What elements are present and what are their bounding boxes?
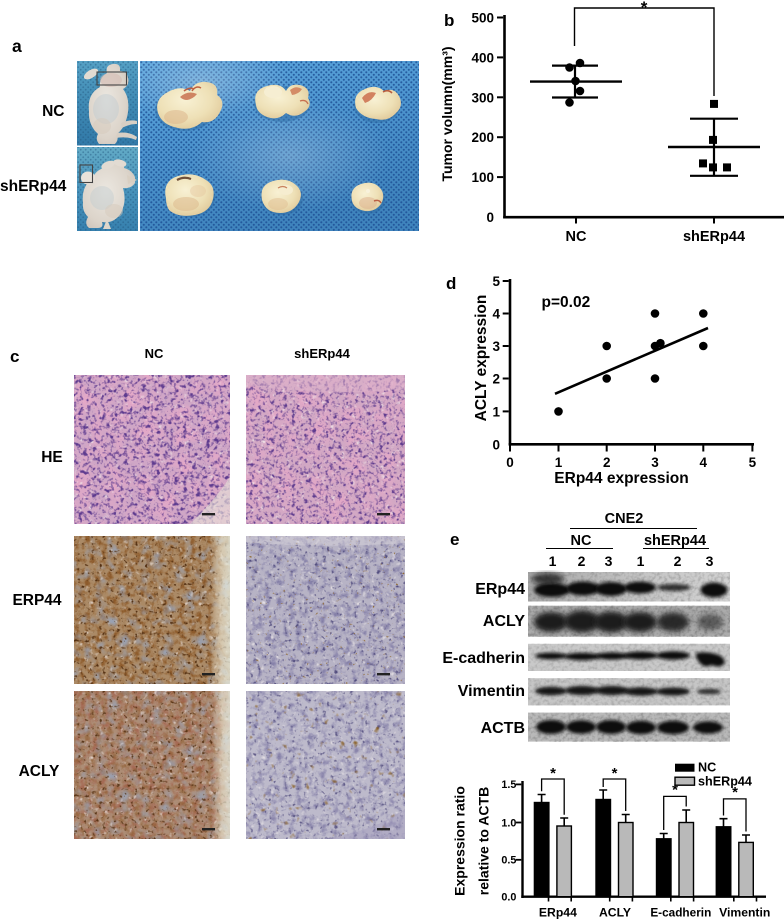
svg-text:3: 3	[492, 339, 500, 354]
svg-text:0.0: 0.0	[501, 892, 516, 904]
svg-text:*: *	[732, 784, 738, 801]
svg-text:NC: NC	[698, 761, 716, 775]
svg-text:*: *	[641, 0, 648, 17]
svg-text:4: 4	[492, 307, 500, 322]
svg-text:5: 5	[749, 455, 757, 470]
svg-text:0: 0	[486, 210, 494, 225]
svg-text:shERp44: shERp44	[683, 229, 745, 245]
svg-text:NC: NC	[566, 229, 587, 245]
svg-text:5: 5	[492, 274, 500, 289]
svg-text:500: 500	[471, 11, 494, 26]
svg-text:ERp44 expression: ERp44 expression	[554, 470, 688, 487]
svg-text:100: 100	[471, 170, 494, 185]
svg-text:1: 1	[555, 455, 563, 470]
svg-text:2: 2	[492, 372, 500, 387]
svg-text:1.0: 1.0	[501, 817, 516, 829]
svg-text:2: 2	[603, 455, 611, 470]
svg-text:*: *	[612, 765, 618, 782]
svg-text:relative to ACTB: relative to ACTB	[476, 787, 492, 895]
svg-text:p=0.02: p=0.02	[542, 294, 591, 311]
svg-text:*: *	[672, 781, 678, 798]
svg-text:ACLY: ACLY	[599, 906, 631, 920]
svg-text:300: 300	[471, 90, 494, 105]
svg-text:ACLY expression: ACLY expression	[473, 295, 490, 422]
svg-text:0: 0	[506, 455, 514, 470]
svg-text:*: *	[550, 765, 556, 782]
svg-text:shERp44: shERp44	[698, 775, 752, 789]
svg-text:Expression ratio: Expression ratio	[451, 786, 467, 896]
svg-text:ERp44: ERp44	[539, 906, 577, 920]
svg-text:3: 3	[651, 455, 659, 470]
svg-text:0.5: 0.5	[501, 855, 516, 867]
svg-text:1.5: 1.5	[501, 779, 516, 791]
svg-text:1: 1	[492, 404, 500, 419]
svg-text:E-cadherin: E-cadherin	[650, 906, 711, 920]
svg-text:Tumor volumn(mm³): Tumor volumn(mm³)	[439, 46, 455, 181]
svg-text:400: 400	[471, 50, 494, 65]
svg-text:4: 4	[700, 455, 708, 470]
svg-text:200: 200	[471, 130, 494, 145]
svg-text:Vimentin: Vimentin	[719, 906, 770, 920]
svg-text:0: 0	[492, 437, 500, 452]
